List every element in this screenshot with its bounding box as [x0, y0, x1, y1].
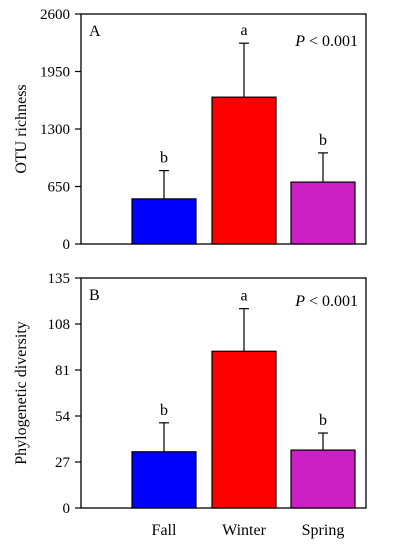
- bar-spring: [290, 449, 356, 509]
- y-tick-label-3: 81: [55, 363, 70, 379]
- significance-label-spring: b: [319, 412, 327, 429]
- y-tick-label-1: 650: [48, 180, 71, 196]
- y-tick-label-2: 1300: [40, 122, 70, 138]
- significance-label-fall: b: [160, 150, 168, 167]
- y-tick-label-4: 108: [48, 317, 71, 333]
- panel-a-bars: b a b: [131, 22, 356, 245]
- significance-label-winter: a: [240, 288, 247, 305]
- y-tick-label-5: 135: [48, 271, 71, 287]
- bar-winter: [211, 96, 277, 245]
- panel-b-xticks: Fall Winter Spring: [152, 522, 345, 539]
- panel-a-stat-text: P < 0.001: [294, 33, 358, 50]
- bar-winter: [211, 350, 277, 509]
- panel-b-stat: P < 0.001: [294, 293, 358, 310]
- panel-a: A P < 0.001 OTU richness 0 650 1300 1950 260…: [13, 7, 367, 253]
- y-tick-label-0: 0: [63, 501, 71, 517]
- panel-b-stat-text: P < 0.001: [294, 293, 358, 310]
- y-tick-label-0: 0: [63, 237, 71, 253]
- panel-b: B P < 0.001 Phylogenetic diversity 0 27 54…: [13, 271, 367, 539]
- x-tick-label-spring: Spring: [302, 522, 345, 539]
- y-tick-label-4: 2600: [40, 7, 70, 23]
- y-tick-label-3: 1950: [40, 65, 70, 81]
- significance-label-spring: b: [319, 132, 327, 149]
- panel-b-yticks: 0 27 54 81 108 135: [48, 271, 81, 517]
- x-tick-label-fall: Fall: [152, 522, 177, 539]
- panel-a-yticks: 0 650 1300 1950 2600: [40, 7, 81, 253]
- y-tick-label-2: 54: [55, 409, 71, 425]
- panel-a-label: A: [89, 23, 101, 40]
- significance-label-winter: a: [240, 22, 247, 39]
- bar-fall: [131, 451, 197, 509]
- x-tick-label-winter: Winter: [222, 522, 266, 539]
- bar-fall: [131, 198, 197, 245]
- significance-label-fall: b: [160, 402, 168, 419]
- y-tick-label-1: 27: [55, 455, 71, 471]
- panel-b-bars: b a b: [131, 288, 356, 509]
- panel-b-ylabel: Phylogenetic diversity: [13, 321, 30, 465]
- panel-a-stat: P < 0.001: [294, 33, 358, 50]
- panel-b-label: B: [89, 287, 100, 304]
- panel-a-ylabel: OTU richness: [13, 84, 30, 173]
- bar-spring: [290, 181, 356, 245]
